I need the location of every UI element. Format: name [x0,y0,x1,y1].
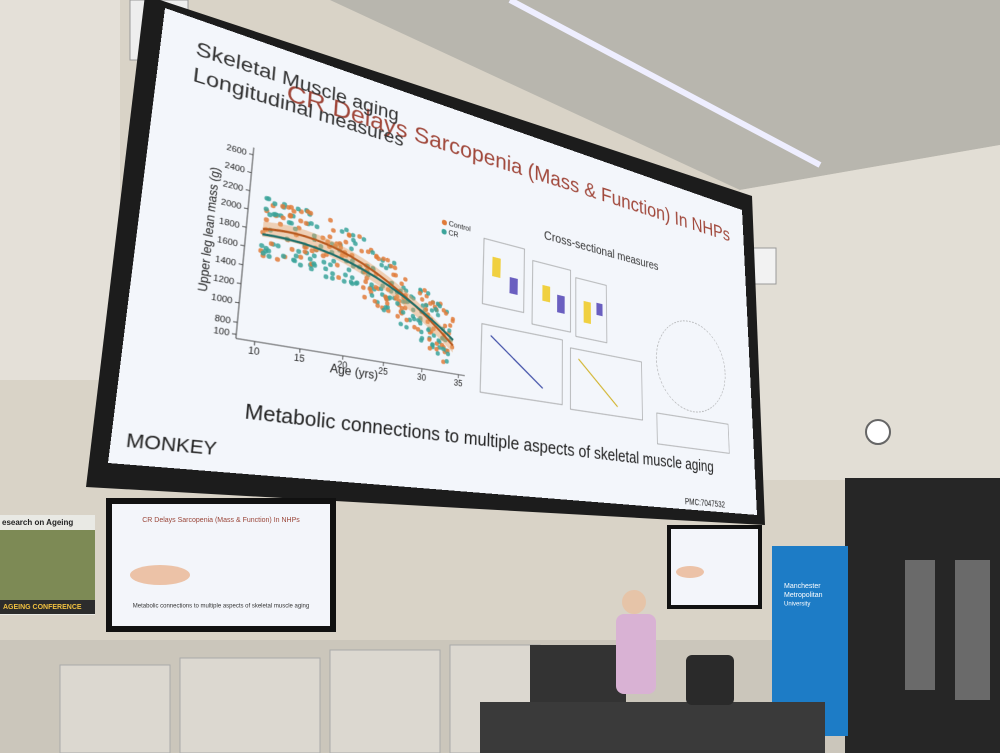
x-tick-label: 10 [248,345,260,358]
poster-text: esearch on Ageing [2,518,73,527]
x-tick-label: 30 [417,372,427,383]
lectern-monitor [530,645,626,705]
banner-text: University [784,602,810,608]
chair [686,655,734,705]
scatter-dot [262,248,269,255]
banner-text: Manchester [784,583,821,590]
grille [329,649,441,753]
scatter-dot [266,253,272,260]
x-tick-label: 15 [294,353,306,365]
monitor-plot [676,566,704,578]
legend-label: CR [448,229,458,240]
y-tick-label: 800 [214,313,231,326]
y-tick-label: 1600 [217,235,239,249]
door-window [905,560,935,690]
y-tick-label: 100 [213,326,230,339]
poster-text: AGEING CONFERENCE [3,604,82,611]
scatter-dot [260,252,266,259]
monitor-plot [130,565,190,585]
x-tick-label: 35 [454,378,463,389]
poster-photo [0,530,95,600]
speaker [751,247,777,285]
x-axis-label: Age (yrs) [330,361,379,382]
right-wall [740,145,1000,480]
banner-text: Metropolitan [784,592,823,599]
y-tick-label: 2200 [222,179,243,194]
grille [179,657,321,753]
fit-band [254,219,456,353]
desk [480,702,825,753]
x-tick-label: 20 [337,359,348,371]
poster-band [0,600,95,614]
y-tick-label: 2000 [220,198,241,213]
door-window [955,560,990,700]
presenter-body [616,614,656,694]
slide-reference: PMC:7047532 [685,496,725,509]
scatter-dot [258,242,265,249]
ceiling [330,0,1000,190]
left-wall [0,0,120,380]
scatter-dot [260,250,267,257]
scatter-dot [263,245,270,252]
grille [59,664,171,753]
monitor-screen [112,504,330,626]
presenter-head [622,590,646,614]
y-tick-label: 1800 [219,216,241,230]
monitor-caption: Metabolic connections to multiple aspect… [133,604,309,610]
y-tick-label: 1400 [215,254,237,268]
slide-bg [107,8,757,515]
monitor-title: CR Delays Sarcopenia (Mass & Function) I… [142,517,300,524]
scatter-dot [258,247,264,254]
ceiling-light [508,0,822,168]
y-tick-label: 1200 [213,273,235,287]
y-tick-label: 1000 [211,293,233,307]
clock [865,419,891,445]
x-tick-label: 25 [378,366,388,378]
